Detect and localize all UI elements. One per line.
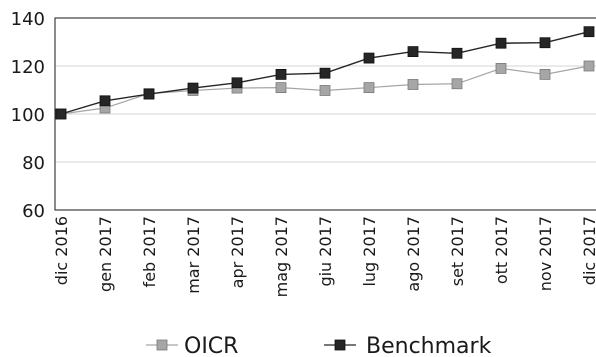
legend-marker bbox=[334, 339, 346, 351]
data-point bbox=[99, 95, 111, 107]
y-tick-label: 100 bbox=[11, 105, 45, 126]
data-point bbox=[583, 60, 595, 72]
data-point bbox=[583, 26, 595, 38]
y-tick-label: 140 bbox=[11, 9, 45, 30]
data-point bbox=[319, 85, 331, 96]
data-point bbox=[407, 79, 419, 90]
x-tick-label: nov 2017 bbox=[536, 216, 555, 291]
legend: OICR Benchmark bbox=[146, 334, 492, 357]
data-point bbox=[539, 69, 551, 80]
data-point bbox=[495, 63, 507, 74]
x-tick-label: dic 2017 bbox=[580, 216, 596, 285]
y-tick-label: 80 bbox=[22, 153, 45, 174]
series-benchmark bbox=[55, 26, 595, 120]
legend-item-oicr: OICR bbox=[146, 334, 238, 357]
data-point bbox=[363, 52, 375, 64]
data-point bbox=[275, 82, 287, 93]
data-point bbox=[495, 37, 507, 49]
x-tick-label: lug 2017 bbox=[360, 216, 379, 287]
legend-label: OICR bbox=[184, 334, 238, 357]
x-tick-label: feb 2017 bbox=[140, 216, 159, 287]
y-tick-label: 60 bbox=[22, 201, 45, 222]
x-tick-label: dic 2016 bbox=[52, 216, 71, 285]
data-point bbox=[231, 77, 243, 89]
x-tick-label: ago 2017 bbox=[404, 216, 423, 292]
data-point bbox=[143, 88, 155, 100]
x-tick-label: mar 2017 bbox=[184, 216, 203, 294]
data-point bbox=[539, 37, 551, 49]
x-axis-tick-labels: dic 2016 gen 2017 feb 2017 mar 2017 apr 2017… bbox=[52, 216, 596, 297]
series-layer bbox=[55, 26, 595, 120]
data-point bbox=[363, 82, 375, 93]
plot-area-frame bbox=[54, 17, 596, 211]
gridlines bbox=[55, 65, 596, 163]
x-tick-label: mag 2017 bbox=[272, 216, 291, 297]
data-point bbox=[55, 108, 67, 120]
x-tick-label: gen 2017 bbox=[96, 216, 115, 292]
x-tick-label: ott 2017 bbox=[492, 216, 511, 284]
legend-item-benchmark: Benchmark bbox=[324, 334, 492, 357]
data-point bbox=[407, 46, 419, 57]
y-tick-label: 120 bbox=[11, 57, 45, 78]
data-point bbox=[451, 78, 463, 90]
x-tick-label: apr 2017 bbox=[228, 216, 247, 288]
data-point bbox=[319, 67, 331, 79]
data-point bbox=[187, 82, 199, 94]
data-point bbox=[275, 69, 287, 80]
x-tick-label: giu 2017 bbox=[316, 216, 335, 287]
data-point bbox=[451, 47, 463, 59]
legend-marker bbox=[156, 339, 168, 351]
legend-label: Benchmark bbox=[366, 334, 492, 357]
y-axis-tick-labels: 60 80 100 120 140 bbox=[11, 9, 45, 222]
x-tick-label: set 2017 bbox=[448, 216, 467, 286]
